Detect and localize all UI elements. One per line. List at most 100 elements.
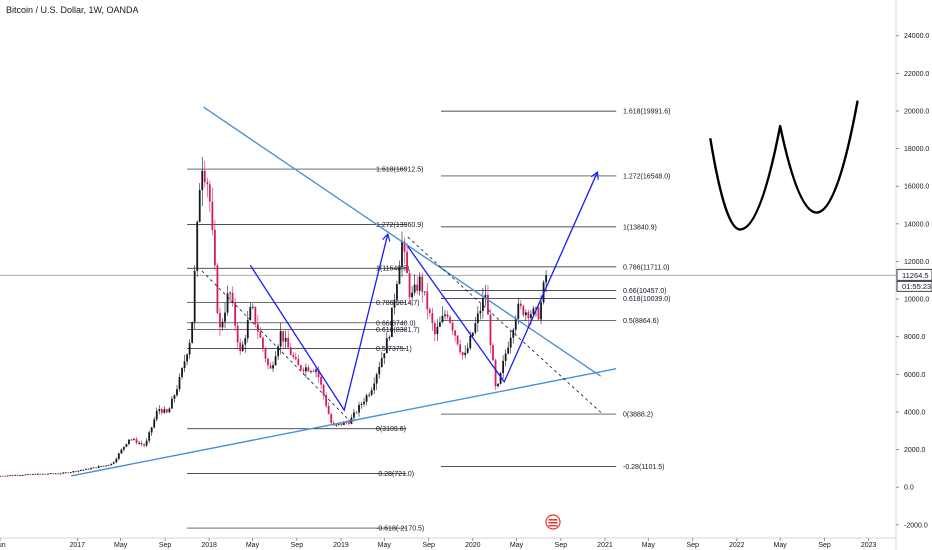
countdown-value: 01:55:23	[902, 282, 931, 291]
candle-down	[29, 474, 32, 475]
candle-up	[315, 369, 317, 372]
candle-down	[433, 323, 436, 335]
time-tick-label: 2021	[597, 542, 613, 549]
time-tick-label: Jun	[0, 542, 6, 549]
candle-down	[299, 365, 302, 370]
candle-up	[115, 458, 118, 463]
candle-up	[310, 371, 312, 373]
fib-left-level-label: 1.272(13960.9)	[376, 222, 423, 229]
fib-left-level-label: 0.5(7375.1)	[376, 346, 412, 353]
projection-arrow	[249, 235, 387, 412]
candle-up	[158, 409, 161, 412]
candle-up	[107, 465, 110, 466]
tradingview-flag-icon	[545, 514, 561, 530]
candle-up	[145, 440, 148, 446]
candle-up	[100, 466, 103, 467]
candle-up	[72, 471, 75, 473]
candle-down	[165, 409, 168, 413]
candles-layer	[0, 156, 548, 477]
candle-up	[183, 361, 186, 369]
time-tick-label: 2020	[465, 542, 481, 549]
logo-stripe	[548, 522, 558, 524]
candle-up	[398, 267, 401, 284]
price-tick-label: 0.0	[904, 485, 914, 492]
time-tick-label: 2017	[70, 542, 86, 549]
candle-down	[330, 413, 333, 424]
candle-up	[196, 221, 199, 271]
candle-up	[221, 321, 224, 328]
candle-up	[122, 446, 125, 450]
candle-up	[241, 344, 244, 352]
candle-up	[469, 335, 472, 349]
candle-up	[246, 319, 249, 339]
candle-down	[11, 475, 14, 477]
price-tick-label: 24000.0	[904, 33, 929, 40]
candle-down	[340, 423, 343, 426]
candle-up	[418, 276, 421, 291]
candle-down	[130, 439, 133, 441]
candle-up	[517, 303, 520, 319]
candle-down	[135, 439, 138, 443]
candle-up	[499, 372, 502, 384]
candle-up	[481, 297, 484, 311]
candle-down	[234, 302, 237, 326]
candle-up	[201, 170, 204, 190]
candle-down	[267, 358, 269, 366]
fib-left-level-label: 0.786(9814.7)	[376, 300, 420, 307]
candle-up	[186, 354, 188, 362]
candle-down	[208, 184, 211, 202]
candle-up	[373, 383, 376, 391]
candle-down	[140, 442, 143, 445]
candle-down	[421, 276, 424, 292]
fib-left-level-label: -0.28(721.0)	[376, 471, 414, 478]
candle-up	[342, 422, 345, 426]
time-tick-label: Sep	[818, 542, 831, 549]
candle-down	[345, 422, 348, 424]
candle-down	[325, 395, 328, 406]
candle-down	[312, 371, 315, 373]
candle-down	[406, 251, 408, 274]
candle-up	[153, 419, 156, 428]
candle-up	[378, 366, 381, 375]
candle-down	[264, 348, 267, 359]
candle-up	[64, 472, 67, 474]
candle-up	[117, 453, 120, 459]
fib-right-level-label: 0(3888.2)	[623, 412, 653, 419]
time-tick-label: May	[510, 542, 524, 549]
candle-down	[203, 170, 206, 183]
candle-down	[1, 475, 4, 477]
candle-up	[85, 468, 87, 470]
price-tick-label: 22000.0	[904, 71, 929, 78]
candle-down	[537, 307, 540, 320]
candle-down	[320, 376, 322, 385]
candle-down	[403, 241, 406, 252]
candle-up	[138, 442, 140, 444]
candle-down	[287, 337, 290, 348]
candle-up	[42, 473, 44, 475]
price-tick-label: 18000.0	[904, 146, 929, 153]
price-tick-label: 20000.0	[904, 108, 929, 115]
candle-up	[401, 241, 403, 268]
candle-up	[476, 313, 479, 324]
candle-down	[262, 337, 264, 349]
candle-up	[188, 342, 191, 355]
candle-up	[6, 475, 9, 477]
candle-up	[14, 475, 17, 476]
candle-up	[224, 312, 226, 322]
candle-up	[244, 338, 247, 345]
price-tick-label: 10000.0	[904, 297, 929, 304]
candle-up	[168, 408, 171, 413]
candle-up	[535, 307, 537, 309]
time-tick-label: May	[114, 542, 128, 549]
symbol-title: Bitcoin / U.S. Dollar, 1W, OANDA	[6, 5, 139, 15]
candle-down	[297, 359, 300, 366]
fib-right-level-label: 0.618(10039.0)	[623, 296, 670, 303]
candle-down	[449, 316, 451, 323]
candle-up	[436, 326, 439, 335]
candle-up	[105, 465, 108, 467]
dashed-projection-line	[407, 236, 603, 415]
price-tick-label: 6000.0	[904, 372, 926, 379]
candle-up	[90, 468, 92, 470]
